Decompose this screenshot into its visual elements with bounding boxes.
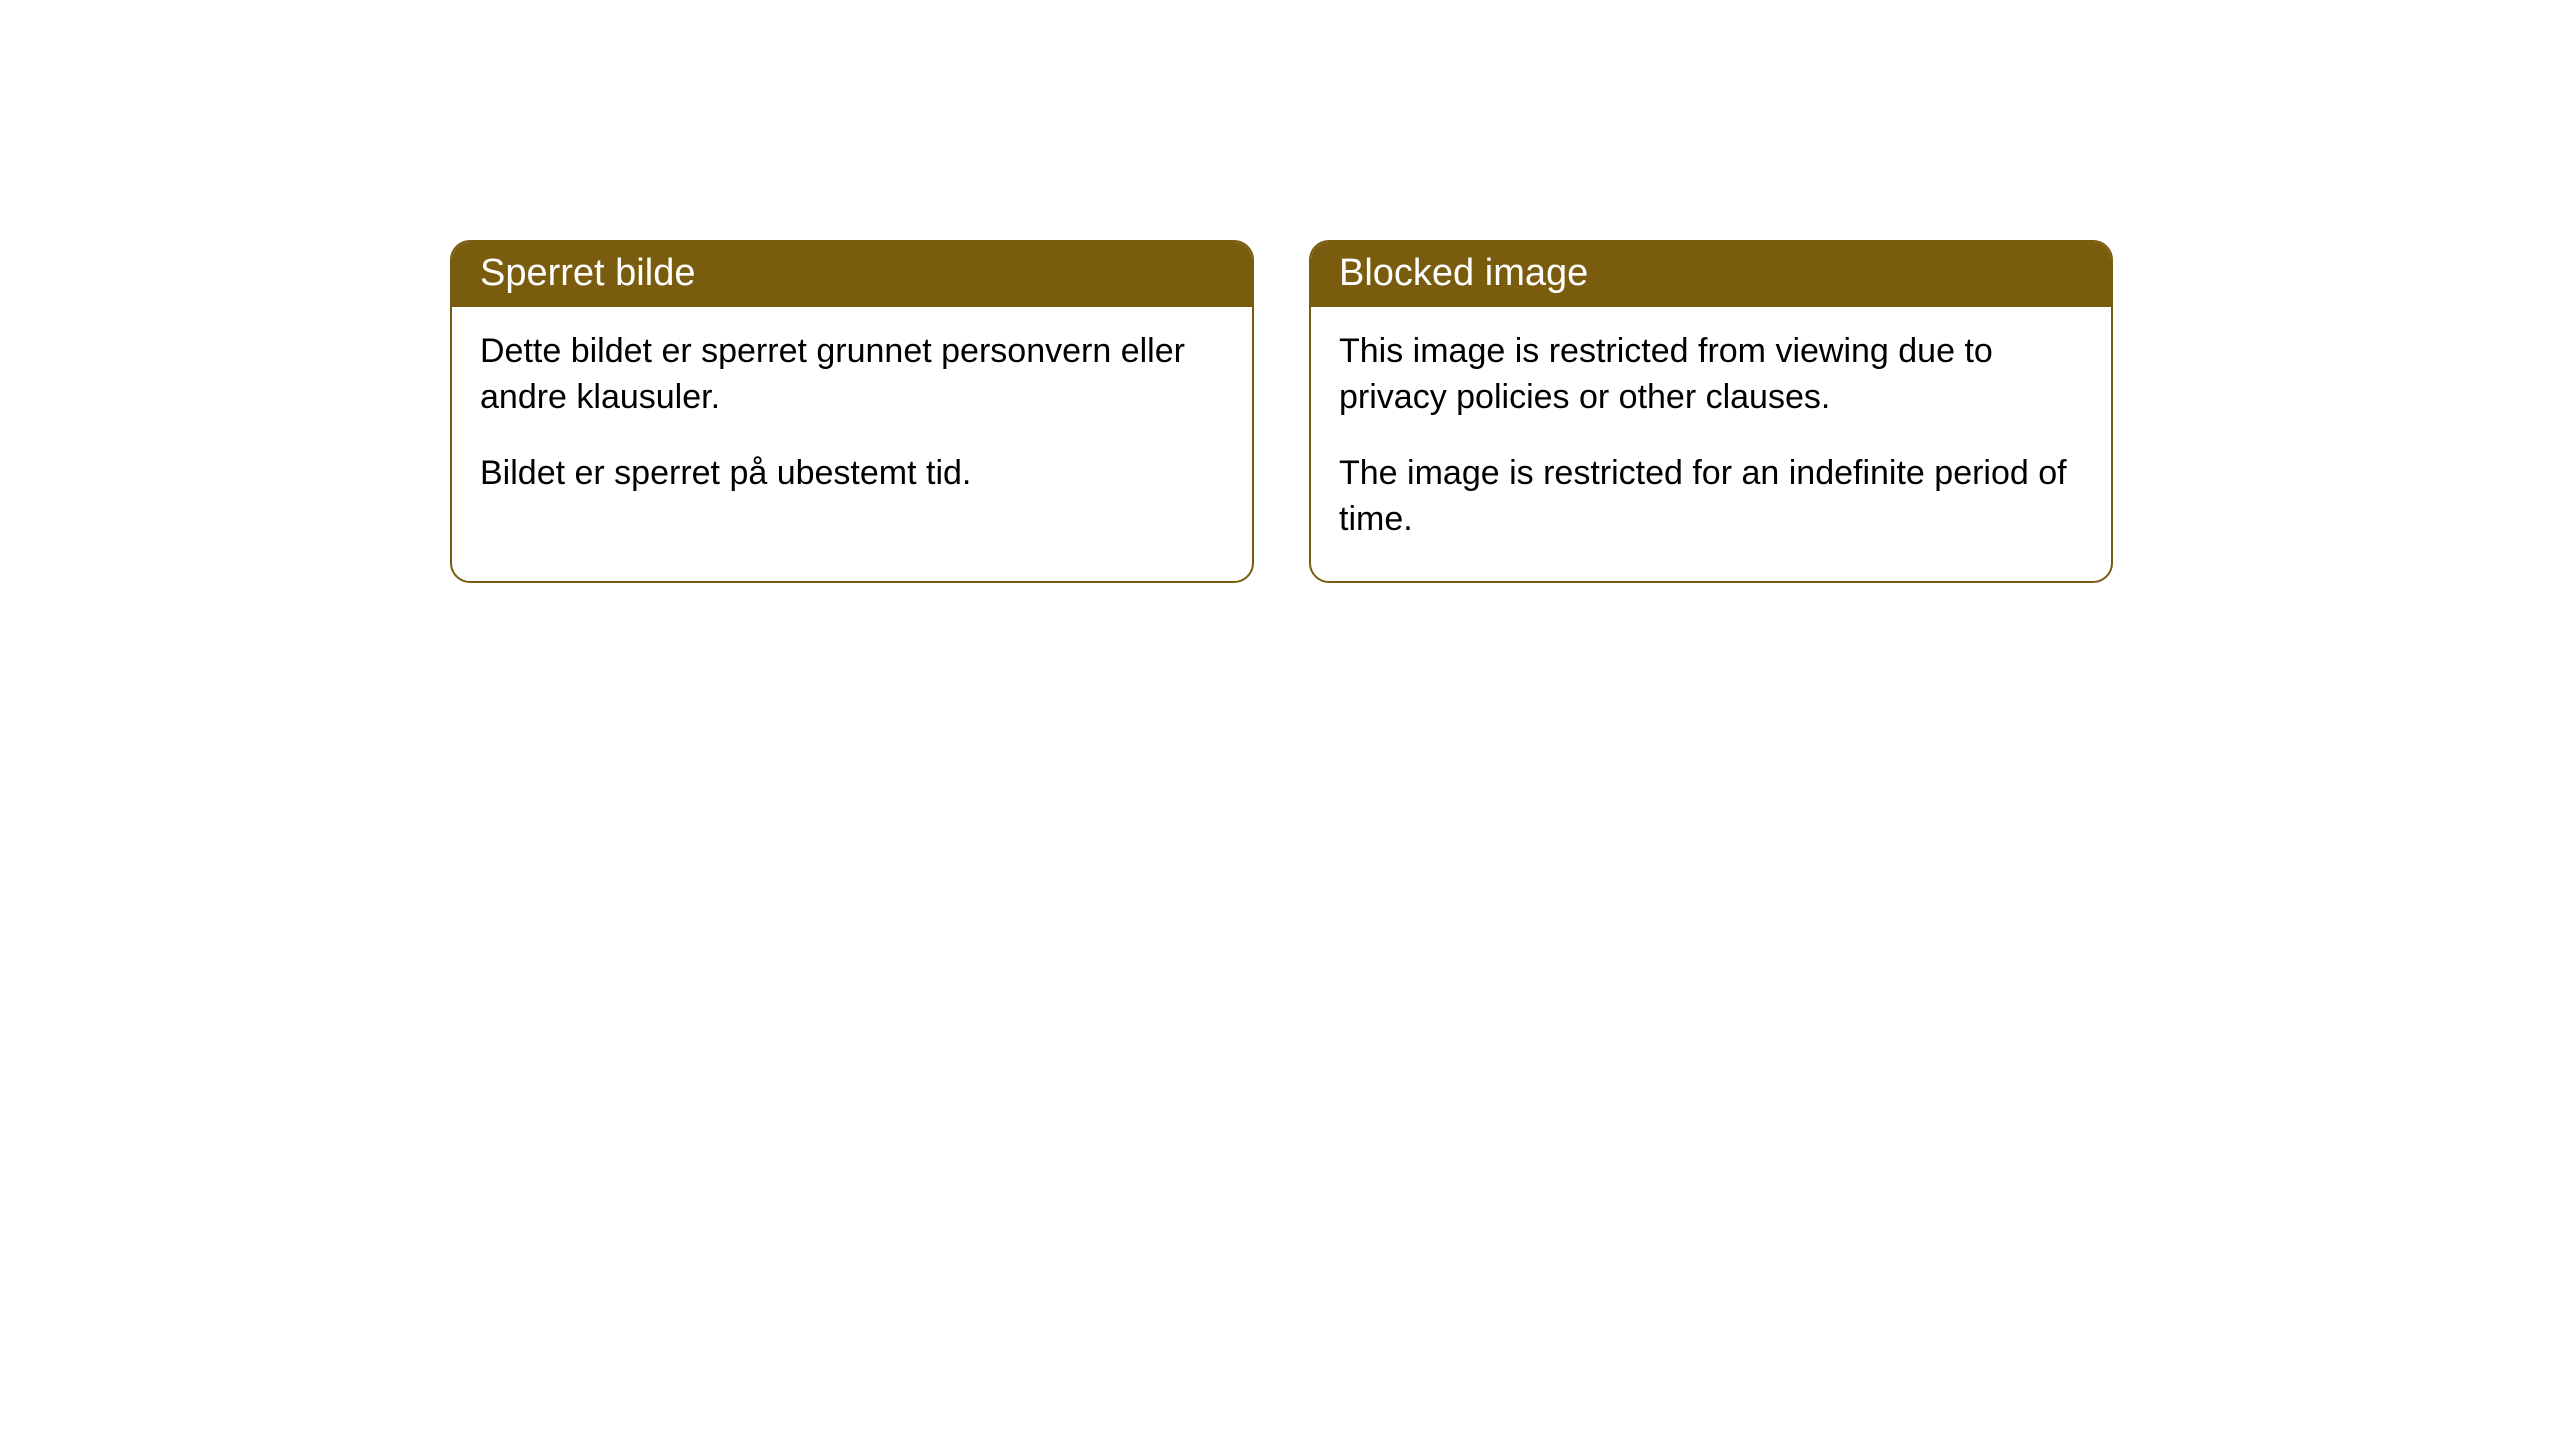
card-paragraph: Dette bildet er sperret grunnet personve… [480,329,1224,421]
blocked-image-card-norwegian: Sperret bilde Dette bildet er sperret gr… [450,240,1254,583]
card-body: This image is restricted from viewing du… [1311,307,2111,581]
card-paragraph: The image is restricted for an indefinit… [1339,451,2083,543]
blocked-image-card-english: Blocked image This image is restricted f… [1309,240,2113,583]
notice-cards-container: Sperret bilde Dette bildet er sperret gr… [450,240,2113,583]
card-body: Dette bildet er sperret grunnet personve… [452,307,1252,535]
card-header: Blocked image [1311,242,2111,307]
card-title: Blocked image [1339,252,1588,294]
card-header: Sperret bilde [452,242,1252,307]
card-title: Sperret bilde [480,252,695,294]
card-paragraph: Bildet er sperret på ubestemt tid. [480,451,1224,497]
card-paragraph: This image is restricted from viewing du… [1339,329,2083,421]
